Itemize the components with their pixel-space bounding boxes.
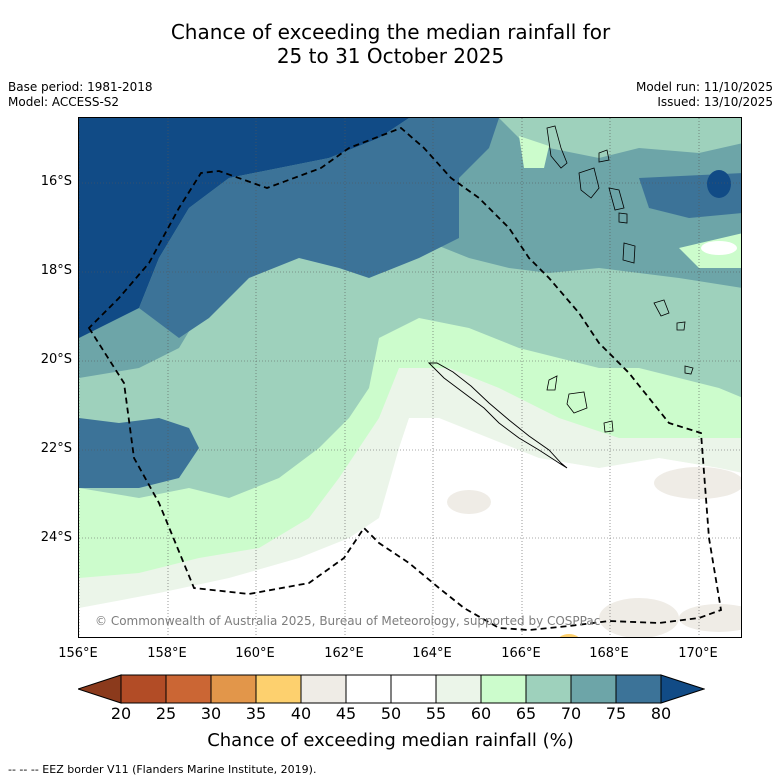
region-35-40 — [559, 634, 579, 637]
colorbar-segment — [300, 674, 347, 704]
lon-label-164e: 164°E — [412, 646, 452, 661]
model-name: Model: ACCESS-S2 — [8, 95, 120, 109]
colorbar-low-extend — [76, 674, 122, 704]
loyalty-island-c — [603, 420, 614, 433]
meta-right: Model run: 11/10/2025 Issued: 13/10/2025 — [636, 80, 773, 110]
lat-label-20s: 20°S — [40, 352, 72, 367]
colorbar-segment — [390, 674, 437, 704]
colorbar-segment — [435, 674, 482, 704]
loyalty-island-b — [566, 391, 588, 414]
colorbar-segment — [120, 674, 167, 704]
region-75-80-east — [707, 170, 731, 198]
lon-label-170e: 170°E — [678, 646, 718, 661]
lat-label-16s: 16°S — [40, 174, 72, 189]
colorbar-tick-label: 20 — [110, 704, 132, 723]
title-line-1: Chance of exceeding the median rainfall … — [170, 20, 611, 44]
lat-label-24s: 24°S — [40, 530, 72, 545]
lat-label-18s: 18°S — [40, 263, 72, 278]
loyalty-island-a — [546, 375, 558, 391]
region-40-45-a — [447, 490, 491, 514]
colorbar-high-extend — [660, 674, 706, 704]
colorbar-tick-label: 65 — [515, 704, 537, 723]
colorbar-tick-label: 75 — [605, 704, 627, 723]
colorbar-segment — [165, 674, 212, 704]
region-40-45-b — [654, 467, 741, 499]
region-70-75 — [139, 118, 499, 338]
lon-label-162e: 162°E — [324, 646, 364, 661]
colorbar-svg — [76, 674, 706, 704]
map-panel — [78, 117, 742, 638]
colorbar-tick-label: 45 — [335, 704, 357, 723]
colorbar-segment — [525, 674, 572, 704]
map-canvas — [79, 118, 741, 637]
lat-label-22s: 22°S — [40, 441, 72, 456]
colorbar-segment — [345, 674, 392, 704]
lon-label-166e: 166°E — [501, 646, 541, 661]
lon-label-156e: 156°E — [58, 646, 98, 661]
region-75-80-nw — [79, 118, 409, 338]
meta-left: Base period: 1981-2018 Model: ACCESS-S2 — [8, 80, 153, 110]
region-60-65-top — [499, 118, 741, 158]
region-40-45-d — [679, 604, 741, 632]
lon-label-168e: 168°E — [589, 646, 629, 661]
issued-date: Issued: 13/10/2025 — [657, 95, 773, 109]
copyright-notice: © Commonwealth of Australia 2025, Bureau… — [95, 614, 601, 628]
colorbar-segment — [210, 674, 257, 704]
colorbar-tick-label: 30 — [200, 704, 222, 723]
colorbar-segment — [570, 674, 617, 704]
colorbar-tick-label: 55 — [425, 704, 447, 723]
colorbar-tick-label: 80 — [650, 704, 672, 723]
colorbar — [76, 674, 706, 708]
eez-note: -- -- -- EEZ border V11 (Flanders Marine… — [8, 763, 317, 776]
colorbar-tick-label: 35 — [245, 704, 267, 723]
colorbar-tick-label: 40 — [290, 704, 312, 723]
colorbar-label: Chance of exceeding median rainfall (%) — [207, 730, 574, 751]
colorbar-tick-label: 60 — [470, 704, 492, 723]
new-caledonia-island — [427, 362, 568, 469]
region-55-60-oval — [519, 136, 549, 168]
lon-label-158e: 158°E — [147, 646, 187, 661]
region-40-45-c — [599, 598, 679, 637]
colorbar-segment — [615, 674, 662, 704]
map-title: Chance of exceeding the median rainfall … — [0, 20, 781, 68]
colorbar-tick-label: 25 — [155, 704, 177, 723]
region-70-75-west — [79, 418, 199, 488]
colorbar-tick-label: 70 — [560, 704, 582, 723]
eez-border — [87, 126, 723, 631]
title-line-2: 25 to 31 October 2025 — [276, 44, 505, 68]
base-period: Base period: 1981-2018 — [8, 80, 153, 94]
model-run: Model run: 11/10/2025 — [635, 80, 773, 94]
lon-label-160e: 160°E — [235, 646, 275, 661]
region-45-55-ne — [701, 241, 737, 255]
colorbar-segment — [255, 674, 302, 704]
colorbar-tick-label: 50 — [380, 704, 402, 723]
colorbar-segment — [480, 674, 527, 704]
vanuatu-islands — [546, 125, 694, 375]
region-45-50 — [79, 418, 741, 637]
